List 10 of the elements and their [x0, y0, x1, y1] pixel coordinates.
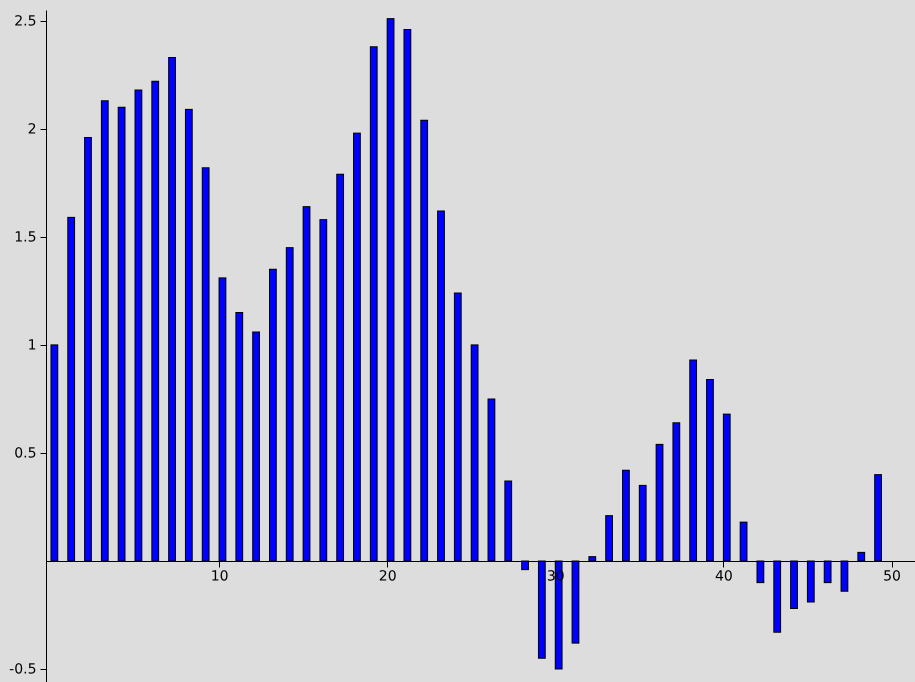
- y-tick-label: 2.5: [14, 13, 36, 30]
- x-tick-label: 20: [378, 568, 397, 584]
- x-tick-label: 40: [714, 568, 733, 584]
- x-tick-label: 50: [883, 568, 901, 584]
- y-tick-label: -0.5: [9, 662, 36, 678]
- y-tick-label: 1.5: [14, 229, 36, 246]
- y-tick-label: 1: [28, 337, 36, 354]
- x-tick-label: 10: [210, 568, 229, 584]
- y-tick-label: 2: [28, 121, 36, 138]
- y-tick-label: 0.5: [14, 445, 36, 462]
